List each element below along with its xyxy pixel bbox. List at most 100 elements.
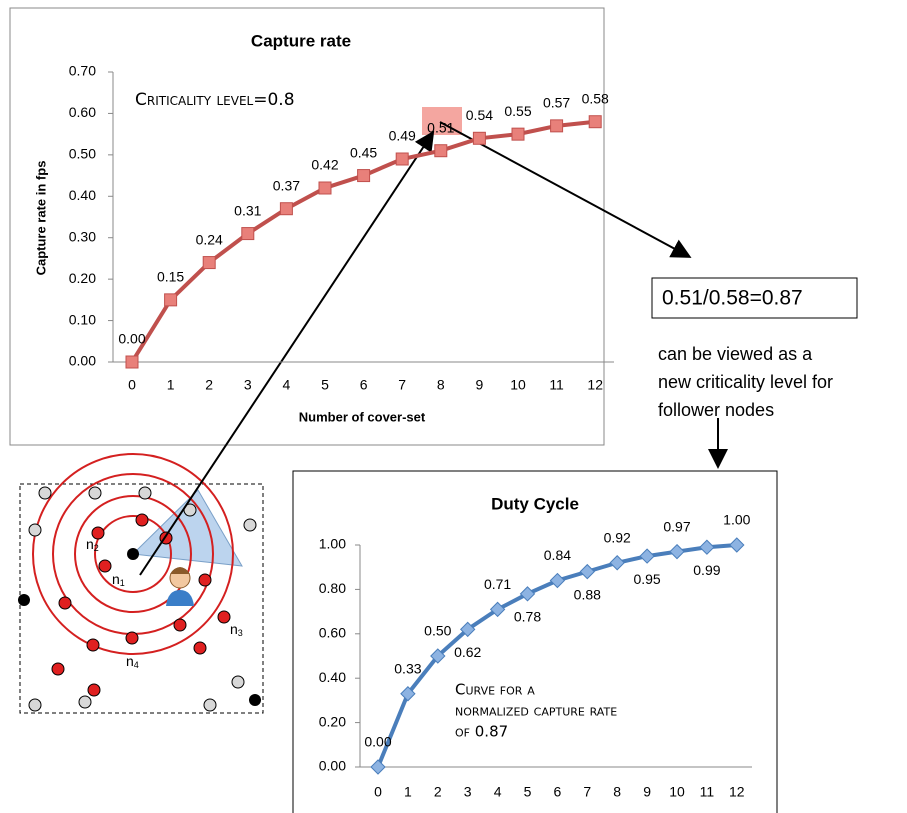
chart-frame [9, 7, 605, 446]
annotation: Criticality level=0.8 [135, 90, 295, 110]
x-axis-title: Number of cover-set [299, 409, 426, 424]
x-tick-label: 2 [434, 784, 442, 800]
node-label-sub: 1 [120, 578, 125, 588]
marker [639, 548, 655, 564]
marker [549, 572, 566, 589]
annotation: of 0.87 [455, 723, 508, 741]
data-label: 0.33 [394, 660, 421, 676]
x-tick-label: 1 [404, 784, 412, 800]
sensing-cone [131, 489, 243, 567]
person-icon [166, 567, 194, 606]
note-line: can be viewed as a [658, 344, 813, 364]
data-label: 0.15 [157, 269, 184, 285]
data-label: 0.49 [389, 128, 416, 144]
x-tick-label: 2 [205, 377, 213, 393]
data-label: 0.00 [364, 734, 391, 750]
data-label: 0.84 [544, 547, 571, 563]
data-label: 0.88 [574, 586, 601, 602]
annotation: normalized capture rate [455, 702, 617, 720]
marker [699, 539, 715, 555]
x-tick-label: 3 [244, 377, 252, 393]
x-tick-label: 0 [128, 377, 136, 393]
data-label: 0.62 [454, 644, 481, 660]
marker [357, 169, 371, 183]
x-tick-label: 7 [583, 784, 591, 800]
x-tick-label: 10 [510, 377, 526, 393]
x-tick-label: 1 [167, 377, 175, 393]
x-tick-label: 9 [643, 784, 651, 800]
marker [400, 686, 416, 702]
marker [472, 131, 486, 145]
y-tick-label: 0.20 [69, 270, 96, 286]
data-label: 1.00 [723, 512, 750, 528]
y-tick-label: 0.10 [69, 311, 96, 327]
annotation: Curve for a [455, 681, 535, 699]
marker [459, 621, 476, 638]
y-tick-label: 0.40 [69, 187, 96, 203]
node-label-base: n [112, 571, 120, 587]
node-label-base: n [126, 653, 134, 669]
y-tick-label: 0.70 [69, 63, 96, 79]
y-tick-label: 0.00 [69, 353, 96, 369]
x-tick-label: 8 [437, 377, 445, 393]
active-nodes [51, 513, 231, 697]
x-tick-label: 7 [398, 377, 406, 393]
marker [609, 555, 625, 571]
data-label: 0.50 [424, 623, 451, 639]
y-axis-title: Capture rate in fps [33, 161, 48, 276]
x-tick-label: 11 [549, 377, 564, 393]
y-tick-label: 0.60 [319, 625, 346, 641]
data-label: 0.54 [466, 107, 493, 123]
marker [125, 355, 139, 369]
chart-title: Duty Cycle [491, 494, 579, 513]
data-label: 0.55 [504, 103, 531, 119]
x-tick-label: 12 [729, 784, 745, 800]
data-label: 0.42 [311, 157, 338, 173]
ratio-box [651, 277, 858, 319]
x-tick-label: 5 [321, 377, 329, 393]
y-tick-label: 0.20 [319, 713, 346, 729]
arrow [139, 130, 435, 576]
y-tick-label: 0.50 [69, 146, 96, 162]
marker [164, 293, 178, 307]
node-label: n3 [230, 621, 243, 639]
data-label: 0.99 [693, 562, 720, 578]
data-label: 0.51 [427, 119, 454, 135]
x-tick-label: 6 [554, 784, 562, 800]
x-tick-label: 4 [283, 377, 291, 393]
data-label: 0.95 [633, 571, 660, 587]
note-line: new criticality level for [658, 372, 833, 392]
marker [519, 586, 536, 602]
data-label: 0.45 [350, 144, 377, 160]
marker [241, 227, 255, 241]
y-tick-label: 0.80 [319, 580, 346, 596]
marker [669, 543, 685, 560]
x-tick-label: 11 [700, 784, 715, 800]
x-tick-label: 0 [374, 784, 382, 800]
x-tick-label: 9 [476, 377, 484, 393]
x-tick-label: 6 [360, 377, 368, 393]
marker [370, 759, 386, 775]
chart-title: Capture rate [251, 31, 351, 50]
x-tick-label: 4 [494, 784, 502, 800]
data-label: 0.97 [663, 518, 690, 534]
x-tick-label: 12 [587, 377, 603, 393]
marker [279, 202, 293, 216]
network-diagram: n1 n2 n3 n4 [18, 453, 264, 714]
ratio-text: 0.51/0.58=0.87 [662, 287, 803, 310]
data-label: 0.00 [118, 331, 145, 347]
marker [489, 601, 506, 618]
node-label-sub: 2 [94, 543, 99, 553]
marker [395, 152, 409, 166]
x-tick-label: 3 [464, 784, 472, 800]
data-label: 0.57 [543, 95, 570, 111]
node-label: n2 [86, 536, 99, 554]
data-label: 0.37 [273, 177, 300, 193]
y-tick-label: 0.00 [319, 758, 346, 774]
data-label: 0.58 [582, 90, 609, 106]
node-label-base: n [86, 536, 94, 552]
node-label-sub: 3 [238, 628, 243, 638]
data-label: 0.92 [604, 529, 631, 545]
data-label: 0.78 [514, 609, 541, 625]
